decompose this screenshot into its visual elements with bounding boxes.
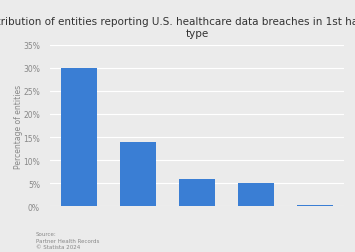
Text: Source:
Partner Health Records
© Statista 2024: Source: Partner Health Records © Statist… [36,231,99,249]
Bar [120,142,156,207]
Bar [238,184,274,207]
Bar [179,179,215,207]
Bar [61,68,97,207]
Title: Distribution of entities reporting U.S. healthcare data breaches in 1st half 202: Distribution of entities reporting U.S. … [0,17,355,39]
Y-axis label: Percentage of entities: Percentage of entities [15,84,23,168]
Bar [297,205,333,207]
